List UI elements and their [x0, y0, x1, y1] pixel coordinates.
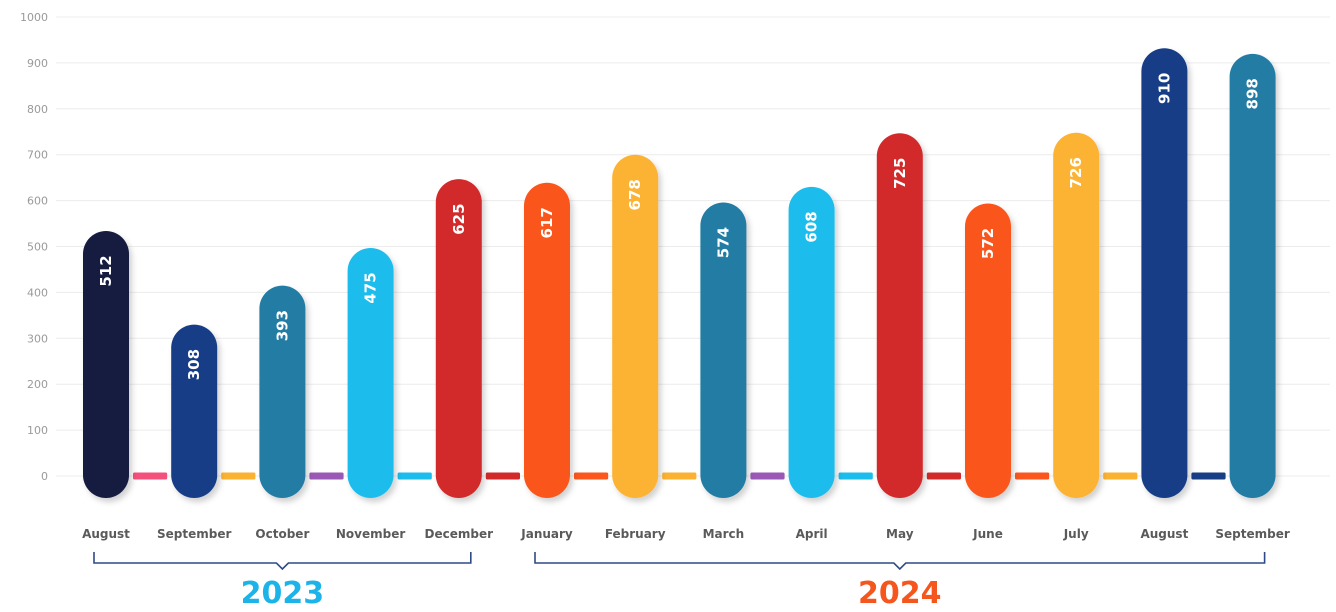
y-tick-label: 600: [27, 195, 48, 208]
bars: 512 308 393 475 625 617 678 574 608 725 572 726 910 8…: [83, 48, 1276, 499]
bar-value-label: 625: [450, 203, 468, 234]
x-axis-labels: August September October November December Ja…: [82, 527, 1290, 541]
y-tick-label: 200: [27, 378, 48, 391]
y-tick-label: 400: [27, 286, 48, 299]
year-bracket: [534, 552, 1266, 571]
bar-value-label: 572: [979, 228, 997, 259]
connector-segment: [574, 472, 609, 480]
bar: [435, 179, 482, 498]
bar-value-label: 308: [185, 349, 203, 380]
connector-segment: [1015, 472, 1050, 480]
connector-segment: [221, 472, 256, 480]
connector-segment: [1191, 472, 1226, 480]
x-tick-label: October: [255, 527, 309, 541]
x-tick-label: February: [605, 527, 666, 541]
x-tick-label: April: [796, 527, 828, 541]
bar: [171, 324, 218, 498]
year-label: 2024: [858, 576, 942, 611]
x-tick-label: September: [1215, 527, 1289, 541]
y-tick-label: 800: [27, 103, 48, 116]
bar: [347, 247, 394, 498]
y-tick-label: 900: [27, 57, 48, 70]
bar: [524, 182, 570, 498]
connector-segment: [397, 472, 432, 480]
bar: [1229, 53, 1276, 499]
connector-segment: [309, 472, 344, 480]
bar-value-label: 475: [362, 272, 380, 303]
connectors: [133, 472, 1226, 480]
bar-value-label: 617: [538, 207, 556, 238]
bar: [788, 186, 835, 499]
bar: [259, 285, 306, 498]
bar-value-label: 678: [626, 179, 644, 210]
bar-value-label: 726: [1067, 157, 1085, 188]
connector-segment: [750, 472, 785, 480]
bar: [1141, 48, 1188, 499]
y-tick-label: 100: [27, 424, 48, 437]
connector-segment: [662, 472, 697, 480]
bar: [876, 133, 923, 498]
y-tick-label: 500: [27, 241, 48, 254]
bar: [700, 202, 747, 498]
x-tick-label: September: [157, 527, 231, 541]
connector-segment: [838, 472, 873, 480]
y-tick-label: 1000: [20, 11, 48, 24]
bar-value-label: 910: [1155, 73, 1173, 104]
y-tick-label: 0: [41, 470, 48, 483]
grid-lines: [56, 16, 1330, 477]
bar-value-label: 898: [1244, 78, 1262, 109]
bar-value-label: 574: [714, 227, 732, 258]
x-tick-label: November: [336, 527, 405, 541]
bar: [1053, 132, 1100, 499]
year-label: 2023: [241, 576, 325, 611]
bar-value-label: 725: [891, 158, 909, 189]
y-tick-label: 300: [27, 332, 48, 345]
bar-value-label: 608: [803, 211, 821, 242]
bar: [83, 230, 129, 498]
bar: [965, 203, 1011, 498]
year-groups: 2023 2024: [93, 552, 1266, 611]
connector-segment: [485, 472, 520, 480]
y-tick-label: 700: [27, 149, 48, 162]
x-tick-label: June: [972, 527, 1003, 541]
x-tick-label: December: [425, 527, 494, 541]
x-tick-label: January: [520, 527, 573, 541]
connector-segment: [133, 472, 168, 480]
x-tick-label: August: [1140, 527, 1188, 541]
connector-segment: [1103, 472, 1138, 480]
x-tick-label: March: [703, 527, 745, 541]
year-bracket: [93, 552, 472, 571]
x-tick-label: May: [886, 527, 914, 541]
y-axis-ticks: 0 100 200 300 400 500 600 700 800 900 1000: [20, 11, 48, 483]
connector-segment: [926, 472, 961, 480]
bar-value-label: 393: [273, 310, 291, 341]
bar: [612, 154, 659, 498]
x-tick-label: July: [1063, 527, 1089, 541]
bar-value-label: 512: [97, 255, 115, 286]
x-tick-label: August: [82, 527, 130, 541]
